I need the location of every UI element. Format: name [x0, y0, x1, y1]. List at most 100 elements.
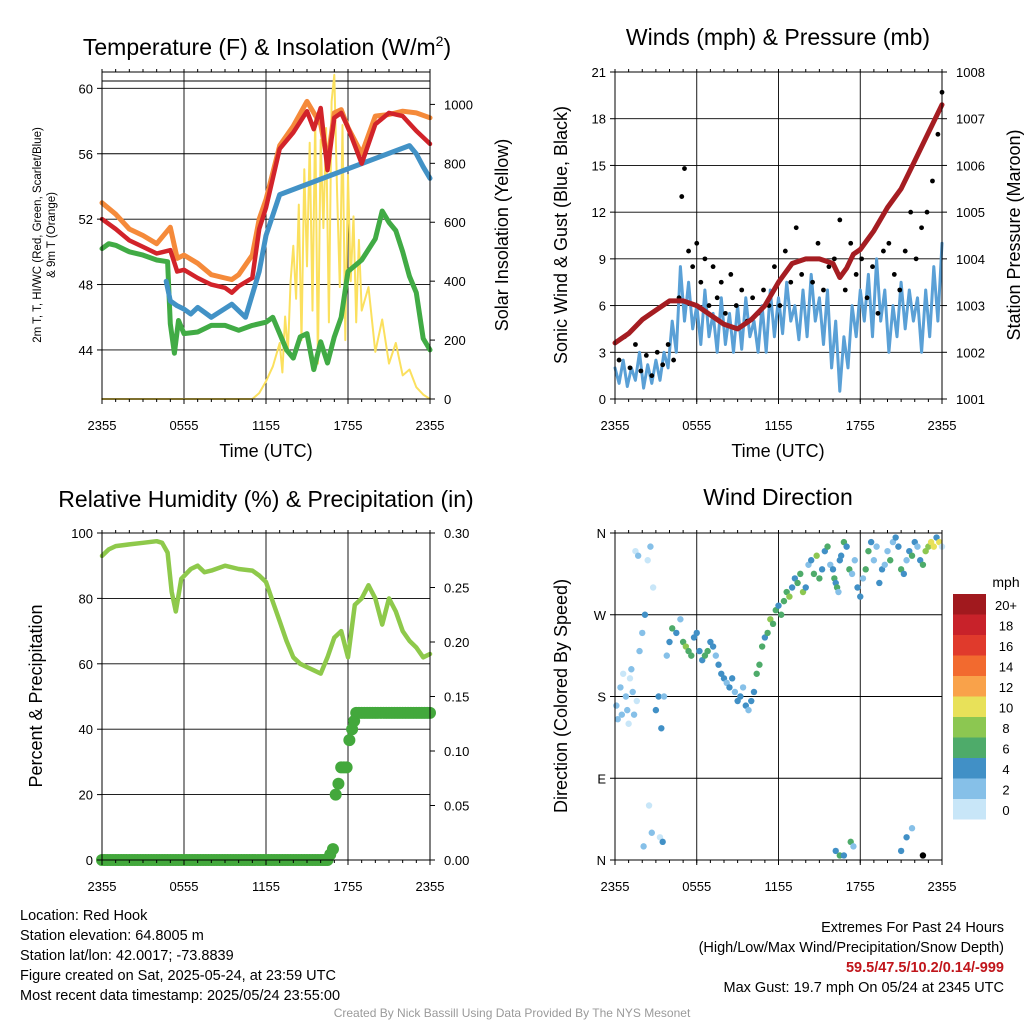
direction-dot — [625, 720, 632, 727]
gust-dot — [870, 264, 875, 270]
gust-dot — [649, 373, 655, 379]
legend-label: 4 — [1002, 762, 1009, 777]
winds-axes: 2355 0555 1155 1755 2355 0 3 6 9 12 15 18 21 1001 1002… — [592, 65, 985, 433]
direction-dot — [867, 538, 875, 546]
direction-dot — [641, 611, 649, 618]
winds-series — [612, 89, 945, 393]
direction-dot — [745, 706, 752, 714]
speed-colorbar-legend: mph 20+ 18 16 14 12 10 8 6 4 2 0 — [953, 574, 1020, 820]
gust-dot — [777, 303, 783, 308]
precip-dot — [332, 777, 345, 790]
gust-dot — [718, 279, 724, 285]
gust-dot — [750, 295, 756, 301]
p3-xtick-label: 2355 — [88, 879, 117, 894]
direction-dot — [818, 566, 826, 573]
temperature-xlabel: Time (UTC) — [219, 441, 312, 461]
gust-dot — [919, 225, 924, 231]
direction-dot — [919, 852, 927, 859]
p2-xtick-label: 1155 — [765, 418, 793, 433]
humidity-title: Relative Humidity (%) & Precipitation (i… — [58, 486, 473, 512]
precip-dot — [326, 843, 339, 856]
direction-dot — [816, 575, 823, 582]
direction-dot — [634, 552, 642, 559]
gust-dot — [694, 240, 700, 246]
winds-panel: Winds (mph) & Pressure (mb) 2355 0555 1155… — [551, 24, 1024, 461]
direction-dot — [829, 566, 837, 573]
gust-dot — [859, 256, 865, 262]
legend-label: 18 — [999, 619, 1013, 634]
gust-dot — [633, 342, 638, 347]
p1-xtick-label: 1155 — [252, 418, 280, 433]
gust-dot — [682, 166, 687, 171]
p1-xtick-label: 2355 — [88, 418, 117, 433]
direction-panel: Wind Direction 2355 0555 1155 1755 2355 N E S W N… — [551, 484, 1020, 894]
direction-dot — [649, 584, 657, 591]
direction-dot — [712, 652, 720, 659]
direction-dot — [666, 638, 673, 646]
legend-label: 6 — [1002, 742, 1009, 757]
wind-line — [613, 241, 944, 393]
precip-dot — [340, 761, 353, 774]
direction-dot — [613, 702, 620, 709]
winds-xlabel: Time (UTC) — [731, 441, 824, 461]
direction-dot — [704, 647, 711, 655]
direction-dot — [900, 570, 908, 578]
direction-dot — [897, 847, 905, 855]
p2-xtick-label: 2355 — [601, 418, 630, 433]
gust-dot — [686, 248, 691, 254]
direction-dot — [808, 557, 815, 564]
insolation-line — [101, 73, 431, 400]
direction-dot — [837, 552, 845, 559]
gust-dot — [690, 264, 696, 270]
gust-dot — [853, 272, 859, 277]
winds-title: Winds (mph) & Pressure (mb) — [626, 24, 930, 50]
p2-ytick-right-label: 1003 — [956, 299, 985, 314]
gust-dot — [702, 256, 708, 262]
p3-xtick-label: 1755 — [334, 879, 363, 894]
gust-dot — [710, 264, 716, 270]
gust-dot — [810, 279, 815, 285]
direction-dot — [659, 838, 666, 846]
direction-dot — [709, 643, 717, 650]
gust-dot — [924, 209, 930, 215]
p2-ytick-right-label: 1007 — [956, 112, 985, 127]
direction-dot — [622, 693, 630, 700]
gust-dot — [815, 240, 821, 246]
direction-dot — [832, 847, 839, 855]
direction-dot — [813, 552, 820, 559]
gust-dot — [908, 209, 914, 215]
extremes-info: Extremes For Past 24 Hours (High/Low/Max… — [699, 918, 1004, 998]
temperature-panel: Temperature (F) & Insolation (W/m2) 2355… — [32, 33, 512, 461]
gust-dot — [761, 287, 766, 293]
gust-dot — [886, 240, 892, 246]
temperature-ylabel-line1: 2m T, T, HI/WC (Red, Green, Scarlet/Blue… — [32, 127, 44, 343]
temperature-series — [99, 73, 433, 400]
humidity-axes: 2355 0555 1155 1755 2355 0 20 40 60 80 100 0.00 0.05… — [71, 526, 469, 894]
direction-dot — [748, 697, 755, 705]
direction-dot — [663, 652, 670, 659]
direction-dot — [731, 688, 739, 696]
direction-dot — [728, 675, 736, 682]
direction-dot — [619, 670, 627, 677]
p1-ytick-label: 52 — [79, 212, 93, 227]
direction-dot — [780, 597, 788, 605]
gust-dot — [714, 295, 720, 301]
legend-label: 16 — [999, 639, 1013, 654]
p4-xtick-label: 0555 — [682, 879, 711, 894]
p1-ytick-right-label: 0 — [444, 392, 451, 407]
direction-dot — [810, 570, 818, 578]
gust-dot — [616, 357, 622, 363]
direction-dot — [758, 643, 766, 650]
hiwc-line — [163, 143, 433, 320]
direction-dot — [677, 616, 684, 623]
gust-dot — [875, 310, 881, 316]
gust-dot — [739, 287, 745, 293]
p1-xtick-label: 0555 — [170, 418, 199, 433]
extremes-subheading: (High/Low/Max Wind/Precipitation/Snow De… — [698, 940, 1004, 956]
direction-dot — [737, 693, 744, 700]
direction-dot — [669, 625, 676, 632]
direction-dot — [639, 629, 646, 637]
direction-dot — [626, 675, 634, 682]
legend-swatch — [953, 778, 986, 799]
